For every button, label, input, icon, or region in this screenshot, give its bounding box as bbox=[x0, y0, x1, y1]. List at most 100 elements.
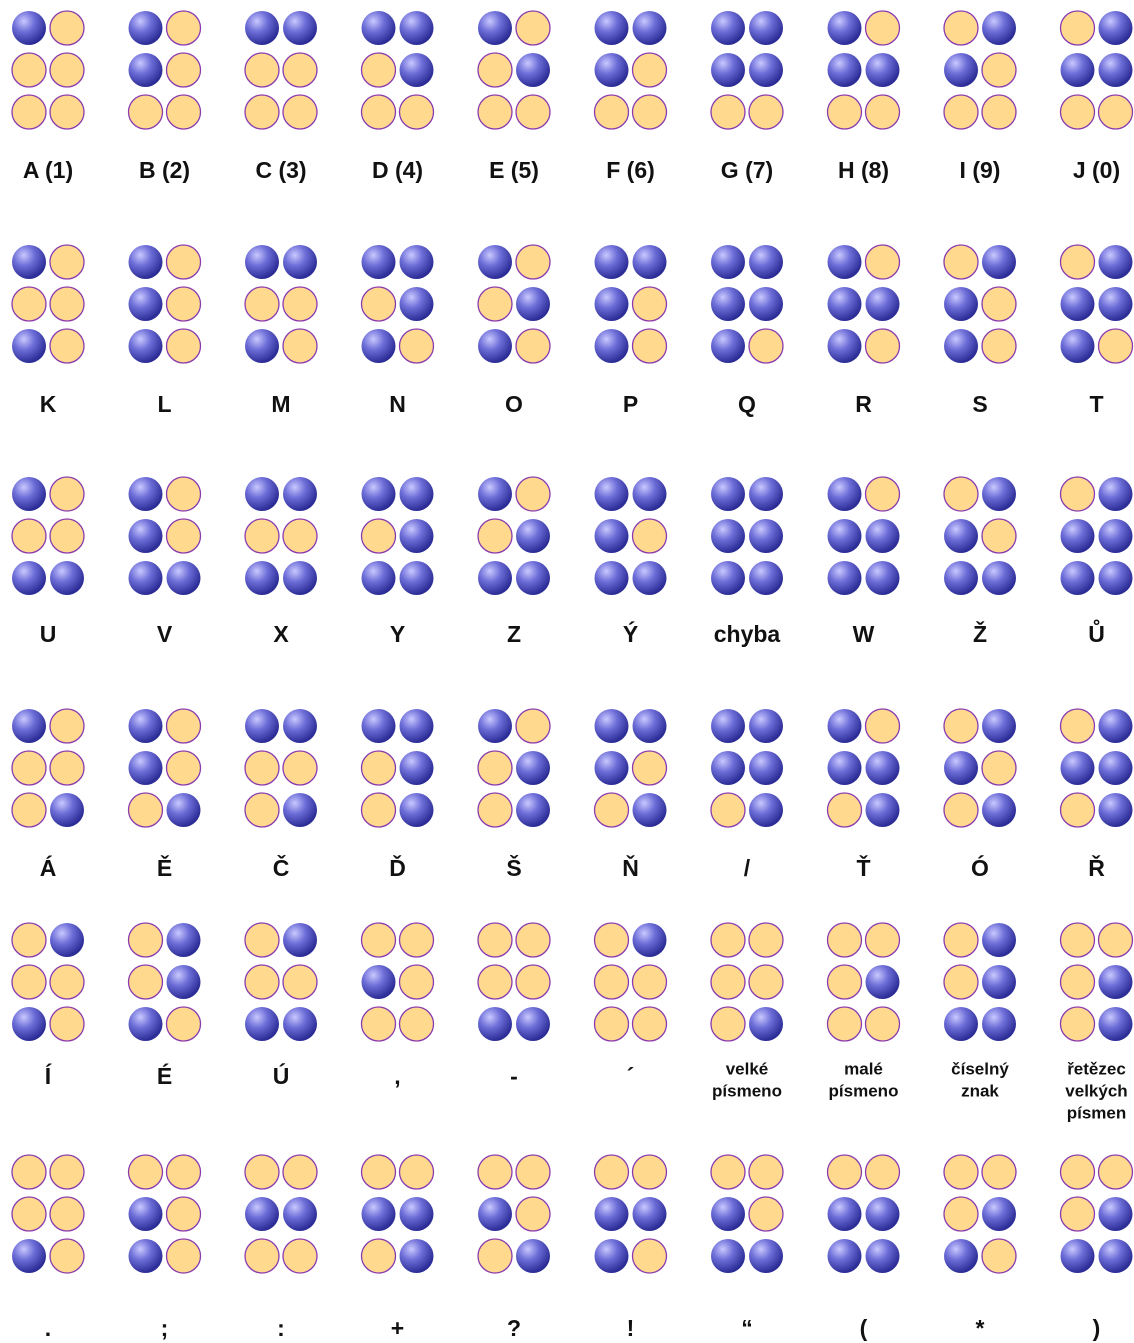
raised-dot bbox=[594, 1197, 629, 1231]
cell-label: U bbox=[40, 621, 57, 647]
raised-dot bbox=[827, 519, 862, 553]
flat-dot bbox=[943, 1154, 979, 1190]
flat-dot bbox=[943, 244, 979, 280]
flat-dot bbox=[165, 708, 202, 744]
flat-dot bbox=[282, 750, 318, 786]
flat-dot bbox=[477, 1238, 513, 1274]
flat-dot bbox=[864, 328, 901, 364]
raised-dot bbox=[944, 53, 978, 87]
flat-dot bbox=[864, 10, 901, 46]
flat-dot bbox=[49, 476, 85, 512]
raised-dot bbox=[361, 709, 396, 743]
raised-dot bbox=[166, 965, 201, 999]
raised-dot bbox=[594, 1239, 629, 1273]
flat-dot bbox=[593, 94, 630, 130]
cell-label: písmeno bbox=[829, 1081, 899, 1100]
flat-dot bbox=[864, 922, 901, 958]
flat-dot bbox=[1059, 244, 1096, 280]
cell-label: : bbox=[277, 1315, 285, 1341]
flat-dot bbox=[826, 792, 863, 828]
raised-dot bbox=[12, 477, 46, 511]
flat-dot bbox=[1097, 94, 1134, 130]
raised-dot bbox=[478, 709, 512, 743]
raised-dot bbox=[1098, 519, 1133, 553]
raised-dot bbox=[865, 751, 900, 785]
flat-dot bbox=[244, 964, 280, 1000]
flat-dot bbox=[1059, 1196, 1096, 1232]
flat-dot bbox=[360, 1238, 397, 1274]
flat-dot bbox=[11, 94, 47, 130]
cell-label: Ň bbox=[622, 854, 639, 881]
cell-label: H (8) bbox=[838, 157, 889, 183]
cell-label: číselný bbox=[951, 1059, 1009, 1078]
raised-dot bbox=[1098, 561, 1133, 595]
raised-dot bbox=[1098, 477, 1133, 511]
flat-dot bbox=[515, 922, 551, 958]
raised-dot bbox=[594, 751, 629, 785]
flat-dot bbox=[282, 94, 318, 130]
flat-dot bbox=[165, 1154, 202, 1190]
raised-dot bbox=[711, 519, 745, 553]
raised-dot bbox=[128, 709, 163, 743]
flat-dot bbox=[826, 922, 863, 958]
raised-dot bbox=[749, 793, 783, 827]
raised-dot bbox=[865, 519, 900, 553]
flat-dot bbox=[943, 1196, 979, 1232]
raised-dot bbox=[749, 561, 783, 595]
raised-dot bbox=[12, 709, 46, 743]
flat-dot bbox=[748, 1154, 784, 1190]
flat-dot bbox=[943, 10, 979, 46]
raised-dot bbox=[12, 329, 46, 363]
raised-dot bbox=[632, 11, 667, 45]
flat-dot bbox=[864, 94, 901, 130]
raised-dot bbox=[283, 477, 317, 511]
flat-dot bbox=[360, 518, 397, 554]
flat-dot bbox=[165, 286, 202, 322]
raised-dot bbox=[944, 1239, 978, 1273]
raised-dot bbox=[361, 561, 396, 595]
flat-dot bbox=[515, 1196, 551, 1232]
raised-dot bbox=[827, 751, 862, 785]
flat-dot bbox=[826, 1154, 863, 1190]
raised-dot bbox=[749, 477, 783, 511]
cell-label: O bbox=[505, 391, 523, 417]
flat-dot bbox=[1059, 922, 1096, 958]
raised-dot bbox=[245, 477, 279, 511]
cell-label: R bbox=[855, 391, 872, 417]
flat-dot bbox=[244, 922, 280, 958]
flat-dot bbox=[244, 1154, 280, 1190]
raised-dot bbox=[982, 1007, 1016, 1041]
cell-label: Ó bbox=[971, 854, 989, 881]
raised-dot bbox=[1098, 1007, 1133, 1041]
raised-dot bbox=[1060, 329, 1095, 363]
flat-dot bbox=[748, 964, 784, 1000]
cell-label: N bbox=[389, 391, 406, 417]
raised-dot bbox=[478, 329, 512, 363]
raised-dot bbox=[399, 709, 434, 743]
raised-dot bbox=[749, 11, 783, 45]
raised-dot bbox=[128, 561, 163, 595]
flat-dot bbox=[282, 964, 318, 1000]
flat-dot bbox=[477, 52, 513, 88]
flat-dot bbox=[710, 792, 746, 828]
flat-dot bbox=[864, 708, 901, 744]
cell-label: X bbox=[273, 621, 289, 647]
flat-dot bbox=[1059, 476, 1096, 512]
raised-dot bbox=[50, 561, 84, 595]
raised-dot bbox=[711, 53, 745, 87]
flat-dot bbox=[748, 922, 784, 958]
flat-dot bbox=[282, 286, 318, 322]
raised-dot bbox=[827, 11, 862, 45]
raised-dot bbox=[361, 245, 396, 279]
flat-dot bbox=[631, 1238, 668, 1274]
raised-dot bbox=[283, 11, 317, 45]
flat-dot bbox=[864, 1006, 901, 1042]
cell-label: K bbox=[40, 391, 57, 417]
flat-dot bbox=[127, 1154, 164, 1190]
flat-dot bbox=[127, 792, 164, 828]
flat-dot bbox=[1059, 1154, 1096, 1190]
flat-dot bbox=[244, 792, 280, 828]
raised-dot bbox=[399, 11, 434, 45]
raised-dot bbox=[478, 11, 512, 45]
flat-dot bbox=[165, 10, 202, 46]
